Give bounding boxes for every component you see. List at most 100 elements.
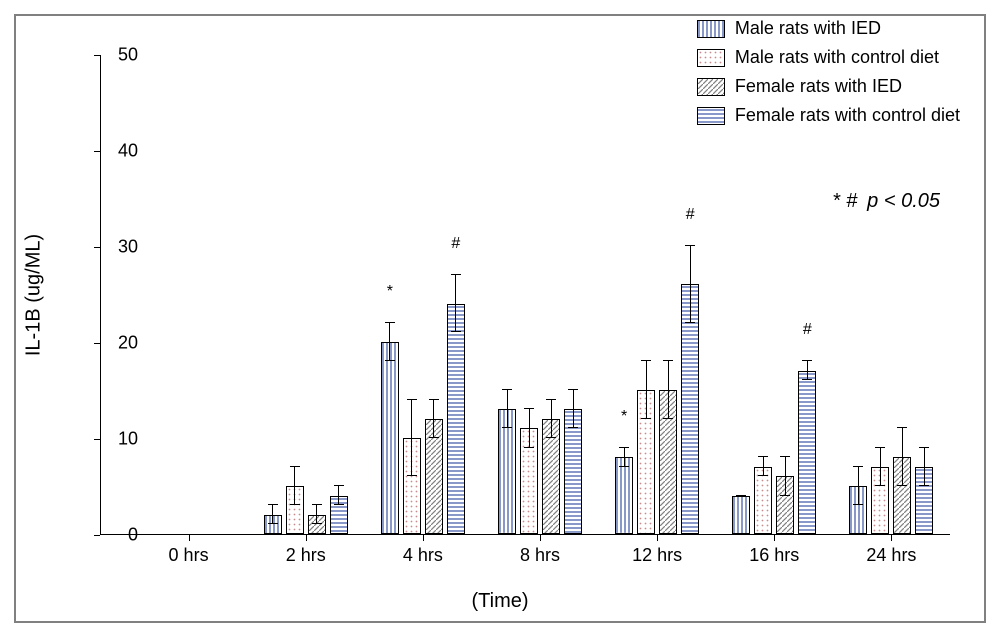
x-tick xyxy=(657,535,658,541)
bar-group xyxy=(147,54,231,534)
error-cap-bottom xyxy=(502,427,512,428)
error-cap-top xyxy=(853,466,863,467)
bar-wrap xyxy=(286,54,304,534)
legend-swatch xyxy=(697,107,725,125)
x-tick xyxy=(891,535,892,541)
x-axis xyxy=(100,534,950,535)
error-cap-top xyxy=(524,408,534,409)
bar-wrap xyxy=(498,54,516,534)
error-stem xyxy=(272,505,273,524)
x-tick xyxy=(423,535,424,541)
error-cap-bottom xyxy=(619,466,629,467)
x-axis-title: (Time) xyxy=(471,590,528,613)
bar-group xyxy=(264,54,348,534)
error-cap-top xyxy=(546,399,556,400)
error-cap-bottom xyxy=(385,360,395,361)
error-cap-bottom xyxy=(758,475,768,476)
error-cap-top xyxy=(451,274,461,275)
bar-wrap xyxy=(169,54,187,534)
significance-annotation: * xyxy=(387,283,393,301)
error-cap-bottom xyxy=(802,379,812,380)
error-cap-bottom xyxy=(524,447,534,448)
legend-item: Male rats with IED xyxy=(697,18,960,39)
x-tick-label: 24 hrs xyxy=(866,545,916,566)
error-cap-bottom xyxy=(546,437,556,438)
error-stem xyxy=(646,361,647,419)
bar-wrap xyxy=(191,54,209,534)
error-cap-bottom xyxy=(736,495,746,496)
y-tick xyxy=(94,343,100,344)
error-stem xyxy=(690,246,691,323)
bar-group: *# xyxy=(381,54,465,534)
error-cap-bottom xyxy=(641,418,651,419)
error-cap-bottom xyxy=(853,504,863,505)
error-stem xyxy=(807,361,808,380)
bar xyxy=(798,371,816,534)
error-cap-top xyxy=(919,447,929,448)
error-stem xyxy=(880,448,881,486)
error-cap-bottom xyxy=(290,504,300,505)
bar-wrap xyxy=(147,54,165,534)
error-stem xyxy=(433,400,434,438)
y-tick-label: 0 xyxy=(128,525,138,546)
bar-group: *# xyxy=(615,54,699,534)
x-tick-label: 16 hrs xyxy=(749,545,799,566)
bar-wrap xyxy=(308,54,326,534)
error-cap-bottom xyxy=(429,437,439,438)
bar-wrap xyxy=(403,54,421,534)
legend-item: Female rats with IED xyxy=(697,76,960,97)
error-stem xyxy=(551,400,552,438)
y-tick-label: 40 xyxy=(118,141,138,162)
legend-swatch xyxy=(697,78,725,96)
y-axis xyxy=(100,55,101,535)
x-tick xyxy=(306,535,307,541)
x-tick xyxy=(774,535,775,541)
bar-wrap xyxy=(213,54,231,534)
error-cap-bottom xyxy=(268,523,278,524)
significance-annotation: # xyxy=(803,321,812,339)
error-stem xyxy=(507,390,508,428)
bar xyxy=(615,457,633,534)
bar-group xyxy=(498,54,582,534)
x-tick-label: 8 hrs xyxy=(520,545,560,566)
significance-text: p < 0.05 xyxy=(867,190,940,212)
error-cap-top xyxy=(641,360,651,361)
bar-wrap xyxy=(542,54,560,534)
y-tick xyxy=(94,439,100,440)
bar-wrap xyxy=(659,54,677,534)
significance-symbols: * # xyxy=(833,190,857,212)
error-cap-top xyxy=(802,360,812,361)
error-cap-bottom xyxy=(568,427,578,428)
error-cap-bottom xyxy=(407,475,417,476)
error-cap-top xyxy=(897,427,907,428)
legend-swatch xyxy=(697,20,725,38)
error-cap-top xyxy=(429,399,439,400)
error-stem xyxy=(338,486,339,505)
bar-wrap xyxy=(564,54,582,534)
y-tick xyxy=(94,247,100,248)
error-cap-top xyxy=(290,466,300,467)
error-cap-top xyxy=(685,245,695,246)
y-tick xyxy=(94,55,100,56)
legend-swatch xyxy=(697,49,725,67)
x-tick xyxy=(189,535,190,541)
error-cap-bottom xyxy=(334,504,344,505)
legend-item: Female rats with control diet xyxy=(697,105,960,126)
significance-annotation: # xyxy=(451,235,460,253)
error-stem xyxy=(411,400,412,477)
error-stem xyxy=(316,505,317,524)
legend-label: Female rats with IED xyxy=(735,76,902,97)
error-cap-bottom xyxy=(780,495,790,496)
bar-wrap xyxy=(425,54,443,534)
y-tick-label: 30 xyxy=(118,237,138,258)
legend-item: Male rats with control diet xyxy=(697,47,960,68)
error-cap-top xyxy=(663,360,673,361)
error-cap-bottom xyxy=(897,485,907,486)
y-tick xyxy=(94,151,100,152)
error-cap-top xyxy=(385,322,395,323)
x-tick-label: 2 hrs xyxy=(286,545,326,566)
legend: Male rats with IED Male rats with control… xyxy=(697,18,960,134)
error-cap-bottom xyxy=(875,485,885,486)
error-cap-top xyxy=(758,456,768,457)
bar-wrap xyxy=(264,54,282,534)
